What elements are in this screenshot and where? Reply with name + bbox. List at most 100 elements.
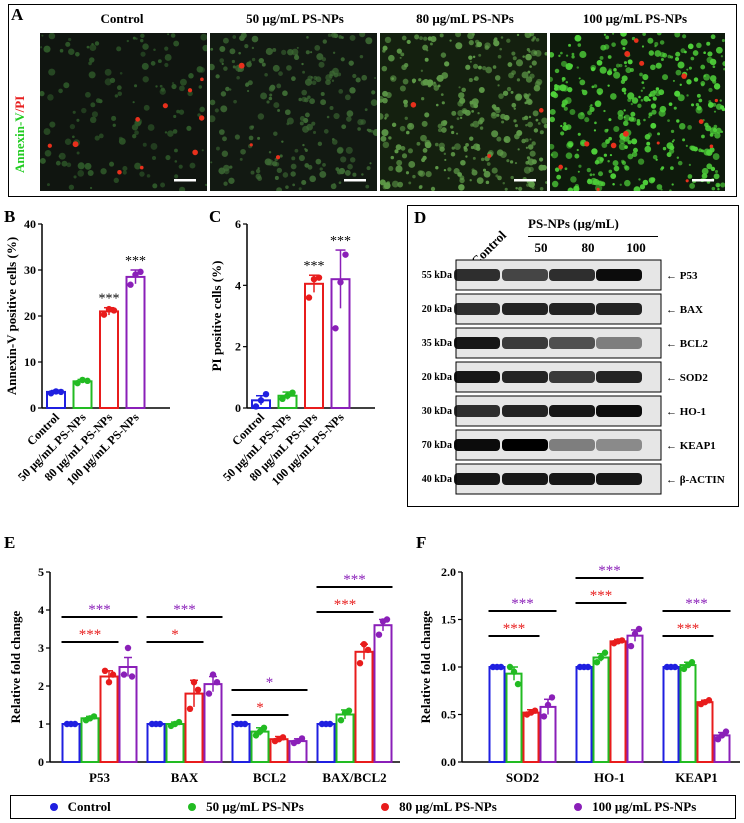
cell — [451, 146, 455, 150]
cell — [565, 152, 573, 159]
cell — [668, 102, 673, 107]
x-tick-label: BAX — [171, 770, 199, 785]
cell — [525, 76, 533, 83]
data-point — [279, 395, 286, 402]
data-point — [544, 701, 552, 709]
cell — [435, 166, 439, 170]
cell — [310, 51, 313, 54]
cell — [641, 45, 645, 48]
y-tick-label: 3 — [38, 641, 44, 655]
legend-item-80: 80 μg/mL PS-NPs — [381, 799, 497, 815]
cell — [608, 68, 612, 72]
cell — [464, 109, 471, 116]
blot-band — [549, 371, 595, 383]
cell — [654, 50, 662, 57]
protein-label: ← P53 — [666, 270, 698, 282]
protein-label: ← β-ACTIN — [666, 474, 725, 486]
bar — [354, 650, 374, 763]
cell — [620, 33, 627, 37]
cell — [712, 127, 718, 133]
cell — [236, 75, 240, 80]
cell — [627, 92, 635, 100]
pi-cell — [238, 62, 245, 69]
cell — [421, 157, 426, 163]
cell — [560, 51, 563, 55]
significance-label: *** — [99, 292, 120, 307]
cell — [543, 123, 547, 129]
legend-dot-80 — [381, 803, 390, 811]
cell — [508, 72, 515, 79]
cell — [576, 66, 579, 69]
cell — [349, 87, 356, 94]
cell — [75, 51, 80, 57]
cell — [707, 102, 714, 108]
cell — [89, 186, 93, 190]
cell — [703, 51, 706, 55]
cell — [338, 89, 344, 94]
cell — [640, 89, 643, 92]
cell — [521, 71, 529, 79]
cell — [577, 43, 582, 47]
cell — [214, 108, 219, 113]
cell — [282, 90, 288, 97]
cell — [491, 167, 498, 174]
cell — [186, 125, 192, 131]
cell — [496, 113, 500, 117]
cell — [652, 154, 658, 160]
data-point — [671, 663, 679, 671]
significance-label: *** — [334, 597, 357, 613]
cell — [660, 57, 664, 61]
cell — [380, 96, 385, 103]
cell — [624, 145, 628, 149]
cell — [310, 76, 314, 79]
cell — [485, 180, 490, 185]
data-point — [601, 649, 609, 656]
cell — [47, 94, 54, 101]
cell — [441, 72, 449, 79]
pi-cell — [698, 119, 704, 125]
cell — [476, 177, 484, 184]
cell — [412, 174, 416, 179]
cell — [713, 110, 717, 113]
cell — [674, 90, 681, 97]
cell — [576, 148, 579, 152]
cell — [313, 75, 318, 81]
cell — [565, 54, 569, 57]
cell — [215, 74, 220, 79]
cell — [322, 39, 327, 44]
cell — [685, 144, 688, 147]
cell — [480, 157, 485, 162]
cell — [579, 50, 587, 59]
cell — [266, 100, 270, 104]
panel-a-letter: A — [11, 5, 24, 24]
cell — [662, 146, 667, 151]
cell — [321, 57, 327, 62]
cell — [563, 106, 568, 111]
cell — [449, 39, 452, 42]
cell — [268, 86, 275, 92]
pi-label: PI — [12, 95, 27, 109]
cell — [627, 59, 633, 65]
cell — [319, 167, 323, 171]
cell — [682, 138, 686, 142]
cell — [484, 42, 491, 49]
cell — [223, 181, 228, 186]
cell — [607, 55, 612, 59]
cell — [140, 33, 145, 39]
cell — [430, 42, 433, 46]
cell — [447, 177, 450, 180]
cell — [355, 77, 361, 83]
cell — [196, 66, 204, 73]
cell — [709, 147, 715, 153]
cell — [306, 123, 313, 131]
cell — [322, 162, 326, 167]
cell — [95, 98, 101, 103]
blot-band — [502, 405, 548, 417]
cell — [401, 35, 407, 41]
cell — [558, 54, 561, 58]
cell — [554, 68, 560, 74]
cell — [44, 149, 52, 157]
cell — [112, 123, 116, 127]
cell — [116, 85, 122, 91]
